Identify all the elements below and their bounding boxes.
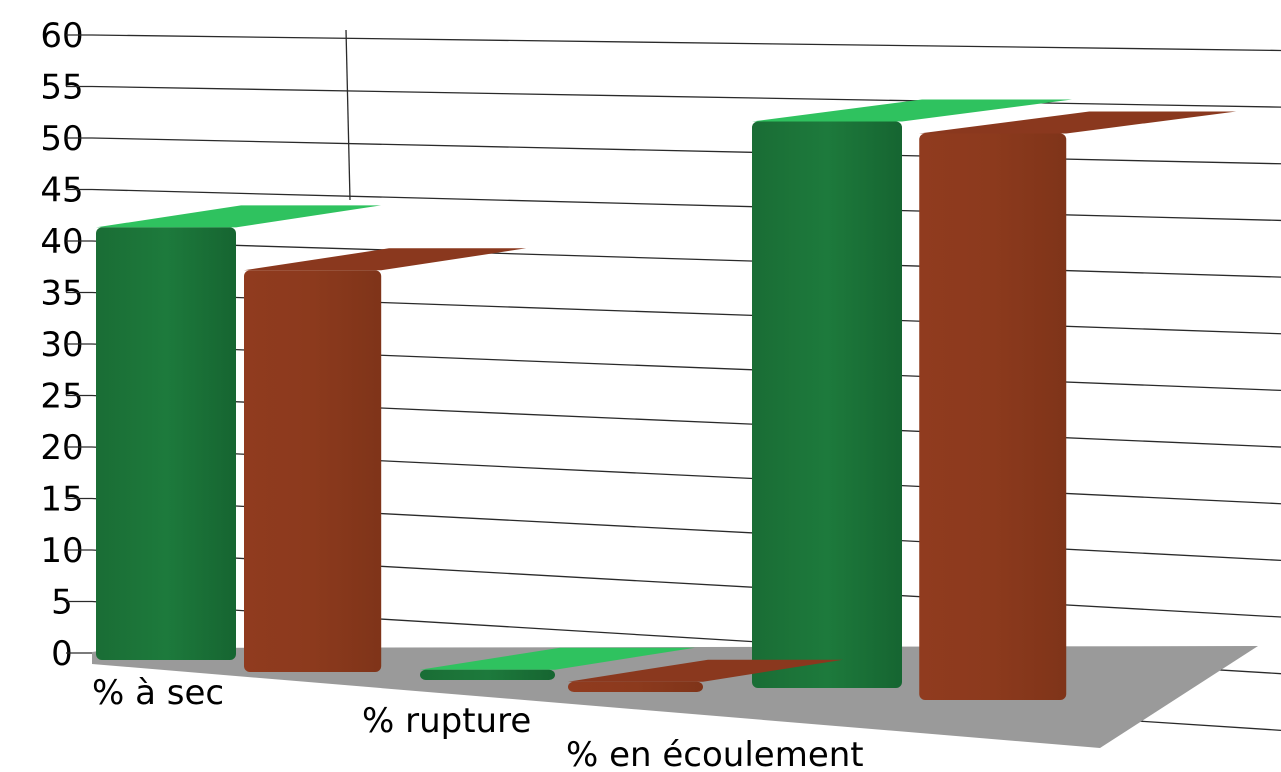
bar-top-0-0 xyxy=(96,205,381,228)
x-category-label-2: % en écoulement xyxy=(566,735,864,772)
y-tick-label-1: 5 xyxy=(51,583,73,623)
x-category-label-0: % à sec xyxy=(92,673,224,713)
bar-front-0-0 xyxy=(96,227,236,660)
bar-1-2 xyxy=(919,111,1237,700)
y-tick-label-3: 15 xyxy=(40,480,83,520)
bar-front-1-1 xyxy=(568,681,703,692)
gridline-10 xyxy=(91,137,1281,165)
bars xyxy=(96,99,1237,700)
y-tick-label-2: 10 xyxy=(40,531,83,571)
x-axis-labels: % à sec % rupture % en écoulement xyxy=(92,673,864,772)
bar-front-1-0 xyxy=(244,270,382,672)
y-tick-label-10: 50 xyxy=(40,119,83,159)
y-tick-label-4: 20 xyxy=(40,428,83,468)
y-tick-label-5: 25 xyxy=(40,377,83,417)
y-tick-label-11: 55 xyxy=(40,68,83,108)
bar-front-0-2 xyxy=(752,121,902,688)
x-category-label-1: % rupture xyxy=(362,701,531,741)
bar-1-1 xyxy=(568,659,843,692)
bar-top-1-0 xyxy=(244,248,527,271)
bar-top-1-2 xyxy=(919,111,1237,134)
gridline-11 xyxy=(91,85,1281,108)
y-tick-label-12: 60 xyxy=(40,16,83,56)
bar-0-1 xyxy=(420,647,695,680)
y-tick-label-7: 35 xyxy=(40,274,83,314)
bar-front-0-1 xyxy=(420,669,555,680)
y-axis-ticks: 0 5 10 15 20 25 30 35 40 45 50 55 60 xyxy=(40,16,92,674)
bar-top-0-1 xyxy=(420,647,695,670)
y-tick-label-6: 30 xyxy=(40,325,83,365)
bar-0-2 xyxy=(752,99,1072,688)
bar-1-0 xyxy=(244,248,527,672)
bar-0-0 xyxy=(96,205,381,660)
gridline-12 xyxy=(91,34,1281,52)
bar-front-1-2 xyxy=(919,133,1067,700)
bar-top-1-1 xyxy=(568,659,843,682)
gridline-8 xyxy=(91,240,1281,278)
bar-top-0-2 xyxy=(752,99,1072,122)
gridline-9 xyxy=(91,188,1281,222)
y-tick-label-8: 40 xyxy=(40,222,83,262)
y-tick-label-0: 0 xyxy=(51,634,73,674)
y-tick-label-9: 45 xyxy=(40,171,83,211)
gridline-vertical xyxy=(345,29,351,201)
